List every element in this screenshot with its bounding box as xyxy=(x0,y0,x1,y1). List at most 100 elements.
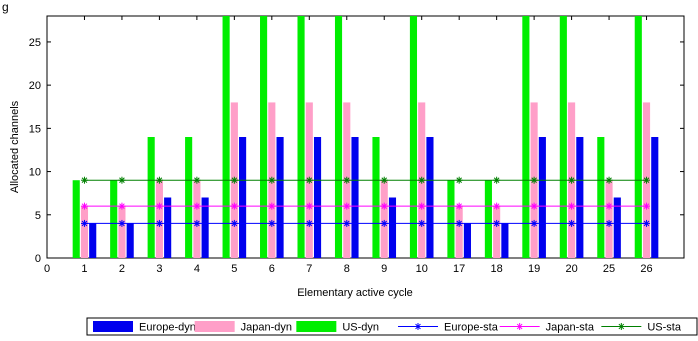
star-stroke xyxy=(381,220,388,227)
bar-europe-dyn xyxy=(313,137,322,258)
bar-us-dyn xyxy=(222,16,230,258)
star-stroke xyxy=(231,177,238,184)
x-tick-label: 3 xyxy=(156,263,162,275)
bar-europe-dyn xyxy=(351,137,359,258)
star-stroke xyxy=(81,220,88,227)
legend-label: US-sta xyxy=(647,322,682,334)
bar-japan-dyn xyxy=(455,206,463,258)
bar-japan-dyn xyxy=(605,180,613,258)
marker-europe-sta xyxy=(343,219,351,227)
marker-us-sta xyxy=(230,176,238,184)
legend-swatch xyxy=(296,321,337,332)
marker-japan-sta xyxy=(380,202,388,210)
x-tick-label: 10 xyxy=(416,263,428,275)
star-stroke xyxy=(306,203,313,209)
marker-us-sta xyxy=(80,176,88,184)
bar-japan-dyn xyxy=(380,180,388,258)
star-stroke xyxy=(231,203,238,209)
bar-japan-dyn xyxy=(118,206,126,258)
star-stroke xyxy=(269,203,275,209)
star-stroke xyxy=(531,220,537,227)
star-stroke xyxy=(119,177,125,184)
legend-label: Japan-dyn xyxy=(241,322,292,334)
bar-europe-dyn xyxy=(426,137,434,258)
bar-us-dyn xyxy=(409,16,418,258)
star-stroke xyxy=(516,323,523,330)
star-stroke xyxy=(643,203,650,209)
marker-us-sta xyxy=(455,176,463,184)
marker-europe-sta xyxy=(380,219,388,227)
marker-europe-sta xyxy=(268,219,276,227)
x-tick-label: 0 xyxy=(44,263,50,275)
marker-us-sta xyxy=(305,176,313,184)
bar-europe-dyn xyxy=(501,223,509,258)
top-label-fragment: g xyxy=(2,0,9,14)
legend-marker xyxy=(516,323,524,330)
star-stroke xyxy=(606,203,612,209)
y-tick-label: 15 xyxy=(29,123,41,135)
star-stroke xyxy=(343,177,350,184)
bar-us-dyn xyxy=(522,16,530,258)
marker-europe-sta xyxy=(230,219,238,227)
bar-us-dyn xyxy=(297,16,305,258)
bar-europe-dyn xyxy=(239,137,247,258)
marker-us-sta xyxy=(568,176,576,184)
x-tick-label: 25 xyxy=(603,263,615,275)
star-stroke xyxy=(119,203,125,209)
legend-marker xyxy=(414,323,422,330)
marker-japan-sta xyxy=(605,202,613,210)
legend-swatch xyxy=(194,321,235,332)
marker-europe-sta xyxy=(643,219,651,227)
marker-us-sta xyxy=(418,176,426,184)
marker-japan-sta xyxy=(643,202,651,210)
marker-us-sta xyxy=(118,176,126,184)
star-stroke xyxy=(531,177,537,184)
star-stroke xyxy=(119,220,125,227)
marker-japan-sta xyxy=(455,202,463,210)
star-stroke xyxy=(156,203,163,209)
star-stroke xyxy=(418,177,425,184)
star-stroke xyxy=(269,177,275,184)
marker-europe-sta xyxy=(568,219,576,227)
bar-europe-dyn xyxy=(164,197,172,258)
legend-box xyxy=(86,317,698,336)
marker-japan-sta xyxy=(493,202,501,210)
y-tick-label: 10 xyxy=(29,167,41,179)
legend-swatch xyxy=(93,321,133,332)
marker-japan-sta xyxy=(193,202,201,210)
bar-us-dyn xyxy=(72,180,80,258)
y-tick-label: 5 xyxy=(35,210,41,222)
star-stroke xyxy=(643,177,650,184)
star-stroke xyxy=(418,220,425,227)
bar-europe-dyn xyxy=(463,223,471,258)
bar-us-dyn xyxy=(147,137,155,258)
x-axis-label: Elementary active cycle xyxy=(297,287,413,299)
bar-europe-dyn xyxy=(651,137,659,258)
legend: Europe-dyn Japan-dyn US-dyn Europe-sta Japan… xyxy=(86,317,698,336)
marker-japan-sta xyxy=(155,202,163,210)
bar-europe-dyn xyxy=(201,197,209,258)
bar-japan-dyn xyxy=(193,180,201,258)
bar-japan-dyn xyxy=(493,206,501,258)
marker-us-sta xyxy=(268,176,276,184)
marker-us-sta xyxy=(343,176,351,184)
star-stroke xyxy=(643,220,650,227)
star-stroke xyxy=(306,177,313,184)
marker-japan-sta xyxy=(80,202,88,210)
legend-marker xyxy=(617,323,625,330)
star-stroke xyxy=(194,177,200,184)
marker-europe-sta xyxy=(605,219,613,227)
y-tick-label: 25 xyxy=(29,37,41,49)
star-stroke xyxy=(269,220,275,227)
marker-europe-sta xyxy=(455,219,463,227)
bar-us-dyn xyxy=(110,180,118,258)
bar-europe-dyn xyxy=(613,197,621,258)
star-stroke xyxy=(381,203,388,209)
bar-europe-dyn xyxy=(538,137,546,258)
star-stroke xyxy=(343,220,350,227)
star-stroke xyxy=(415,323,421,330)
marker-europe-sta xyxy=(530,219,538,227)
star-stroke xyxy=(156,220,163,227)
star-stroke xyxy=(493,203,500,209)
